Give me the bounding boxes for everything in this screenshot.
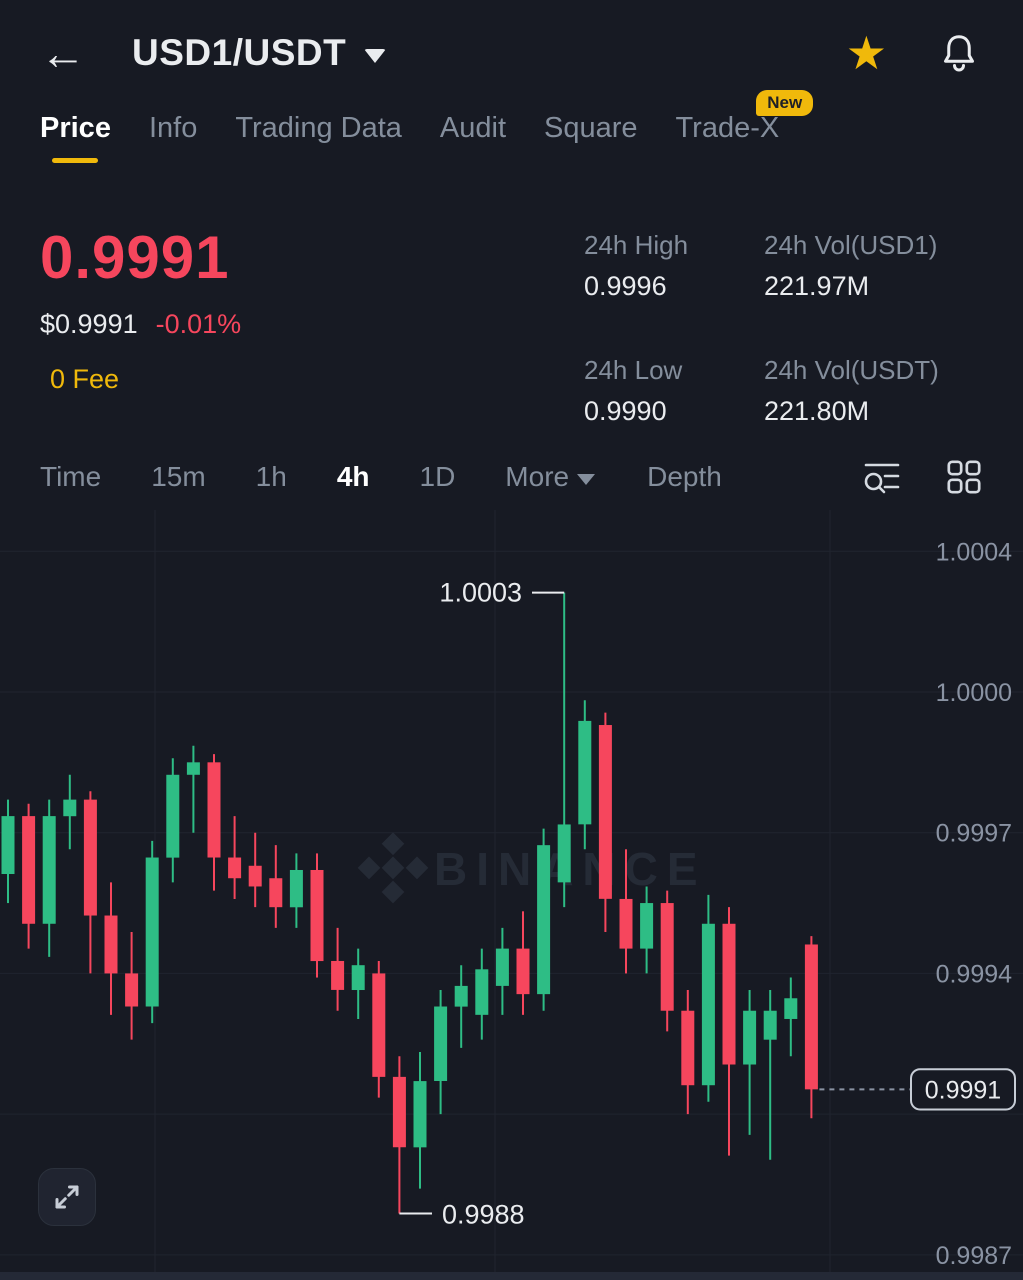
price-block: 0.9991 $0.9991 -0.01% 0 Fee bbox=[40, 226, 241, 444]
tab-trade-x[interactable]: Trade-X New bbox=[675, 90, 814, 167]
binance-watermark: BINANCE bbox=[357, 832, 698, 904]
caret-down-icon bbox=[577, 473, 596, 485]
stat-label: 24h Vol(USD1) bbox=[764, 230, 938, 260]
fullscreen-expand-button[interactable] bbox=[38, 1168, 96, 1226]
tab-square[interactable]: Square bbox=[544, 112, 638, 167]
fiat-price: $0.9991 bbox=[40, 309, 138, 339]
tab-trading-data[interactable]: Trading Data bbox=[235, 112, 402, 167]
stat-24h-vol-quote: 24h Vol(USDT) 221.80M bbox=[764, 355, 979, 444]
tab-info-label: Info bbox=[148, 112, 198, 144]
timeframe-1h[interactable]: 1h bbox=[255, 461, 287, 492]
tab-price[interactable]: Price bbox=[40, 112, 111, 167]
indicators-icon[interactable] bbox=[863, 459, 901, 495]
timeframe-time[interactable]: Time bbox=[40, 461, 102, 492]
stat-label: 24h Vol(USDT) bbox=[764, 355, 939, 385]
low-annotation: 0.9988 bbox=[442, 1198, 525, 1229]
y-axis-label: 0.9994 bbox=[936, 960, 1012, 988]
timeframe-15m[interactable]: 15m bbox=[151, 461, 206, 492]
stat-24h-low: 24h Low 0.9990 bbox=[584, 355, 734, 444]
stat-24h-vol-base: 24h Vol(USD1) 221.97M bbox=[764, 230, 979, 319]
y-axis-label: 0.9997 bbox=[936, 820, 1012, 848]
stat-24h-high: 24h High 0.9996 bbox=[584, 230, 734, 319]
stat-value: 221.97M bbox=[764, 271, 870, 301]
new-badge: New bbox=[756, 90, 814, 116]
favorite-star-icon[interactable]: ★ bbox=[845, 27, 887, 79]
ticker-panel: 0.9991 $0.9991 -0.01% 0 Fee 24h High 0.9… bbox=[0, 196, 1023, 444]
tab-audit-label: Audit bbox=[439, 112, 507, 144]
candles bbox=[1, 592, 818, 1214]
tab-trade-x-label: Trade-X bbox=[675, 112, 780, 144]
timeframe-1d[interactable]: 1D bbox=[419, 461, 456, 492]
chart-area[interactable]: BINANCE 1.0004 1.0000 0.9997 0.9994 0.9987 1.0… bbox=[0, 510, 1023, 1272]
tab-price-label: Price bbox=[40, 112, 111, 144]
active-tab-underline bbox=[52, 158, 99, 163]
stat-value: 0.9996 bbox=[584, 271, 667, 301]
tab-info[interactable]: Info bbox=[149, 112, 197, 167]
tab-bar: Price Info Trading Data Audit Square Tra… bbox=[0, 90, 1023, 196]
fee-badge[interactable]: 0 Fee bbox=[50, 364, 120, 394]
timeframe-more-dropdown[interactable]: More bbox=[505, 461, 596, 493]
header: ← USD1/USDT ★ bbox=[0, 0, 1023, 106]
change-percent: -0.01% bbox=[155, 309, 242, 339]
pair-selector[interactable]: USD1/USDT bbox=[132, 32, 387, 74]
pair-title: USD1/USDT bbox=[132, 32, 347, 73]
timeframe-4h[interactable]: 4h bbox=[336, 461, 370, 492]
tab-square-label: Square bbox=[544, 112, 638, 144]
y-axis-label: 0.9987 bbox=[936, 1242, 1012, 1270]
layout-grid-icon[interactable] bbox=[945, 459, 983, 495]
candlestick-chart[interactable]: BINANCE 1.0004 1.0000 0.9997 0.9994 0.9987 1.0… bbox=[0, 510, 1023, 1272]
tab-audit[interactable]: Audit bbox=[440, 112, 506, 167]
back-arrow-icon[interactable]: ← bbox=[40, 27, 86, 79]
tab-trading-data-label: Trading Data bbox=[235, 112, 402, 144]
high-annotation: 1.0003 bbox=[439, 577, 522, 608]
timeframe-bar: Time 15m 1h 4h 1D More Depth bbox=[0, 444, 1023, 510]
stat-label: 24h High bbox=[584, 230, 689, 260]
stat-label: 24h Low bbox=[584, 355, 683, 385]
last-price: 0.9991 bbox=[40, 224, 230, 291]
depth-toggle[interactable]: Depth bbox=[647, 461, 722, 492]
y-axis-label: 1.0004 bbox=[936, 538, 1012, 566]
current-price-box[interactable] bbox=[910, 1068, 1016, 1111]
stats-grid: 24h High 0.9996 24h Vol(USD1) 221.97M 24… bbox=[584, 230, 979, 444]
notification-bell-icon[interactable] bbox=[939, 33, 979, 73]
more-label: More bbox=[505, 461, 570, 492]
stat-value: 0.9990 bbox=[584, 396, 667, 426]
expand-arrows-icon bbox=[55, 1185, 79, 1209]
chevron-down-icon bbox=[364, 49, 387, 63]
y-axis-label: 1.0000 bbox=[936, 679, 1012, 707]
current-price-label: 0.9991 bbox=[925, 1076, 1001, 1104]
stat-value: 221.80M bbox=[764, 396, 870, 426]
section-divider bbox=[0, 1272, 1023, 1280]
